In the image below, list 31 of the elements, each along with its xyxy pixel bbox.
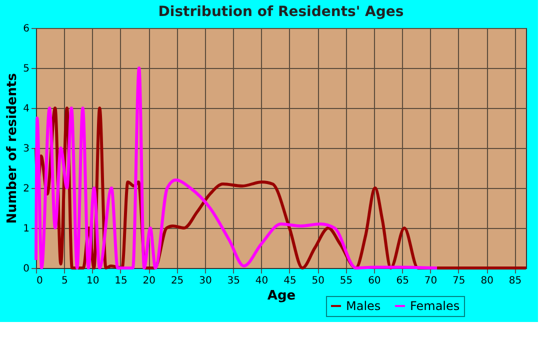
y-axis-title: Number of residents [5,72,20,224]
x-tick-label: 50 [312,276,324,286]
y-tick-label: 5 [23,64,30,74]
x-tick-label: 35 [227,276,240,286]
x-tick-label: 10 [86,276,100,286]
x-tick-label: 80 [480,276,494,286]
legend-label: Males [346,299,381,313]
y-tick-label: 2 [23,184,30,194]
chart-title: Distribution of Residents' Ages [158,4,404,20]
x-tick-label: 15 [114,276,128,286]
x-tick-label: 65 [396,276,409,286]
x-tick-label: 40 [255,276,268,286]
x-tick-label: 30 [199,276,212,286]
line-series [34,66,439,270]
x-axis-title: Age [267,288,296,304]
y-tick-label: 4 [23,104,30,114]
legend-label: Females [410,299,460,313]
y-tick-label: 1 [23,224,30,234]
x-tick-label: 45 [284,276,296,286]
x-tick-label: 75 [452,276,466,286]
y-tick-label: 3 [23,144,30,154]
y-tick-label: 0 [23,264,30,274]
x-tick-label: 5 [61,276,68,286]
x-tick-label: 20 [142,276,156,286]
x-tick-label: 70 [424,276,438,286]
x-tick-label: 85 [508,276,522,286]
x-tick-label: 25 [170,276,184,286]
x-tick-label: 60 [368,276,381,286]
x-tick-label: 55 [340,276,353,286]
x-tick-label: 0 [36,276,43,286]
y-tick-label: 6 [23,24,30,34]
